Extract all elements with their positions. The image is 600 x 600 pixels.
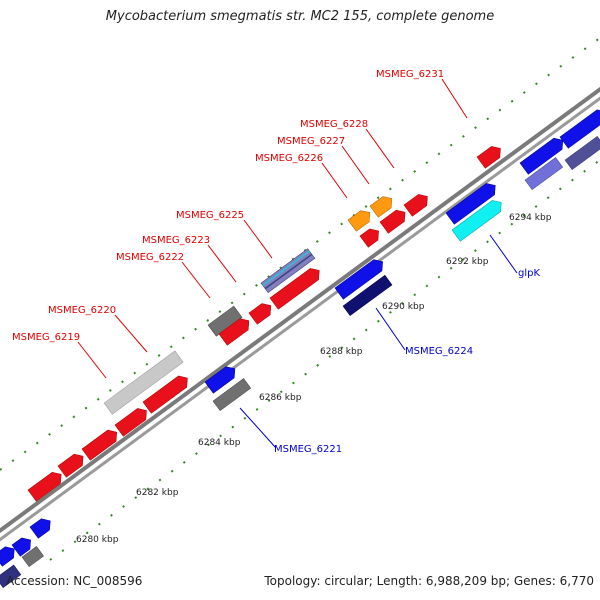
gene-arrow-red[interactable] <box>142 372 192 414</box>
genome-summary-text: Topology: circular; Length: 6,988,209 bp… <box>264 574 594 588</box>
gene-label-msmeg-6227[interactable]: MSMEG_6227 <box>277 136 345 147</box>
gene-arrow-blue[interactable] <box>29 515 54 539</box>
gene-label-msmeg-6226[interactable]: MSMEG_6226 <box>255 153 323 164</box>
gene-box-navy[interactable] <box>342 274 393 317</box>
gene-arrow-red[interactable] <box>57 451 87 478</box>
scale-label: 6280 kbp <box>76 535 119 545</box>
gene-arrow-red[interactable] <box>81 427 121 461</box>
gene-arrow-red[interactable] <box>379 207 409 234</box>
gene-label-msmeg-6223[interactable]: MSMEG_6223 <box>142 235 210 246</box>
gene-box-navy[interactable] <box>0 564 22 589</box>
scale-label: 6294 kbp <box>509 213 552 223</box>
gene-arrow-blue[interactable] <box>559 106 600 149</box>
gene-arrow-blue[interactable] <box>445 180 499 225</box>
gene-label-msmeg-6231[interactable]: MSMEG_6231 <box>376 69 444 80</box>
forward-strand-genes <box>27 106 600 502</box>
gene-arrow-blue[interactable] <box>0 543 18 567</box>
upper-leader-lines <box>77 78 468 379</box>
backbone-line-lower <box>0 96 600 542</box>
scale-label: 6284 kbp <box>198 438 241 448</box>
gene-label-msmeg-6228[interactable]: MSMEG_6228 <box>300 119 368 130</box>
gene-arrow-red[interactable] <box>27 469 65 502</box>
gene-box-grey[interactable] <box>21 545 44 568</box>
gene-label-msmeg-6219[interactable]: MSMEG_6219 <box>12 332 80 343</box>
gene-label-msmeg-6224[interactable]: MSMEG_6224 <box>405 346 473 357</box>
gene-arrow-blue[interactable] <box>519 135 567 175</box>
gene-arrow-blue[interactable] <box>11 534 35 557</box>
scale-label: 6282 kbp <box>136 488 179 498</box>
gene-arrow-orange[interactable] <box>347 207 374 232</box>
upper-gene-labels: MSMEG_6219 MSMEG_6220 MSMEG_6222 MSMEG_6… <box>12 69 444 343</box>
gene-arrow-red[interactable] <box>476 143 505 169</box>
gene-arrow-orange[interactable] <box>369 193 396 218</box>
gene-arrow-red[interactable] <box>114 405 151 437</box>
gene-box-grey[interactable] <box>212 378 252 412</box>
backbone-line-upper <box>0 86 600 534</box>
genome-backbone <box>0 86 600 542</box>
scale-label: 6286 kbp <box>259 393 302 403</box>
gene-arrow-red[interactable] <box>248 300 275 325</box>
scale-label: 6290 kbp <box>382 302 425 312</box>
scale-label: 6288 kbp <box>320 347 363 357</box>
gene-label-glpk[interactable]: glpK <box>518 268 540 279</box>
lower-leader-lines <box>239 234 518 449</box>
gene-box-grey[interactable] <box>207 305 243 337</box>
map-title: Mycobacterium smegmatis str. MC2 155, co… <box>105 9 495 24</box>
lower-gene-labels: MSMEG_6221 MSMEG_6224 glpK <box>274 268 540 455</box>
gene-box-lightgrey[interactable] <box>103 350 184 415</box>
gene-arrow-red[interactable] <box>269 265 323 310</box>
scale-label: 6292 kbp <box>446 257 489 267</box>
scale-labels: 6280 kbp 6282 kbp 6284 kbp 6286 kbp 6288… <box>76 213 552 545</box>
gene-arrow-red[interactable] <box>359 225 383 248</box>
reverse-strand-genes <box>0 135 600 589</box>
gene-label-msmeg-6222[interactable]: MSMEG_6222 <box>116 252 184 263</box>
upper-tick-line <box>0 37 600 471</box>
gene-arrow-red[interactable] <box>218 315 253 346</box>
accession-text: Accession: NC_008596 <box>6 574 143 588</box>
gene-label-msmeg-6225[interactable]: MSMEG_6225 <box>176 210 244 221</box>
gene-arrow-blue[interactable] <box>334 256 387 300</box>
gene-arrow-red[interactable] <box>403 191 432 217</box>
gene-arrow-cyan[interactable] <box>451 197 505 242</box>
scale-track-upper <box>0 37 600 471</box>
gene-arrow-blue[interactable] <box>204 363 239 394</box>
gene-label-msmeg-6220[interactable]: MSMEG_6220 <box>48 305 116 316</box>
gene-box-lavender[interactable] <box>524 157 564 191</box>
gene-label-msmeg-6221[interactable]: MSMEG_6221 <box>274 444 342 455</box>
gene-box-lavender[interactable] <box>564 135 600 171</box>
